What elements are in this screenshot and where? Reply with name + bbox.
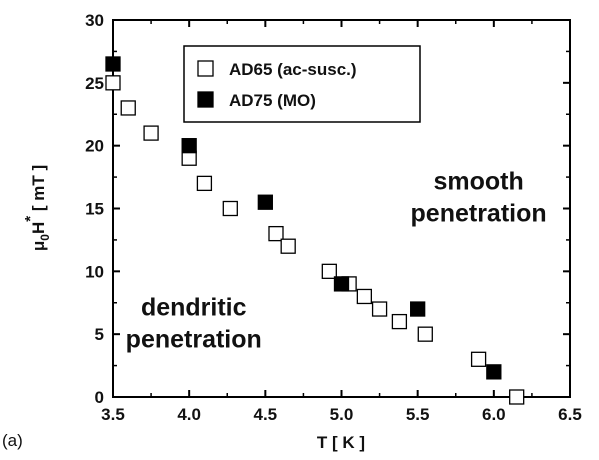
- x-axis-label: T [ K ]: [317, 433, 365, 452]
- data-point-ad65: [371, 301, 388, 317]
- x-tick-label: 5.5: [406, 405, 430, 424]
- x-tick-label: 6.5: [558, 405, 582, 424]
- y-label-mu: μ: [29, 241, 48, 251]
- data-point-ad65: [181, 150, 197, 166]
- annotation-text: penetration: [126, 325, 262, 353]
- x-tick-labels: 3.5 4.0 4.5 5.0 5.5 6.0 6.5: [101, 405, 582, 424]
- y-tick-labels: 0 5 10 15 20 25 30: [85, 11, 104, 407]
- x-tick-label: 4.5: [254, 405, 278, 424]
- legend-marker-filled-square: [197, 91, 214, 108]
- y-tick-label: 10: [85, 262, 104, 281]
- series-ad65: [105, 75, 525, 405]
- y-label-subscript: 0: [38, 234, 52, 241]
- data-point-ad65: [417, 326, 433, 342]
- data-point-ad65: [222, 200, 238, 217]
- data-point-ad75: [105, 56, 121, 72]
- data-point-ad65: [280, 238, 296, 254]
- y-tick-label: 25: [85, 74, 104, 93]
- y-tick-label: 20: [85, 137, 104, 156]
- data-point-ad65: [321, 263, 337, 279]
- legend-label-ad65: AD65 (ac-susc.): [229, 60, 357, 79]
- legend-label-ad75: AD75 (MO): [229, 91, 316, 110]
- legend-box: [183, 45, 421, 123]
- axis-ticks: [112, 19, 571, 398]
- x-tick-label: 6.0: [482, 405, 506, 424]
- legend-marker-open-square: [197, 60, 214, 77]
- data-point-ad65: [356, 288, 373, 305]
- y-axis-label: μ0H* [ mT ]: [22, 165, 52, 251]
- annotation-text: penetration: [411, 200, 547, 228]
- data-point-ad65: [105, 75, 121, 91]
- x-tick-label: 3.5: [101, 405, 125, 424]
- y-label-h: H: [29, 222, 48, 234]
- annotation-text: dendritic: [141, 293, 247, 321]
- data-point-ad65: [391, 313, 408, 330]
- legend: AD65 (ac-susc.) AD75 (MO): [183, 45, 421, 123]
- data-point-ad65: [120, 100, 136, 116]
- y-label-star: *: [22, 216, 39, 222]
- annotations: smooth penetration dendritic penetration: [126, 168, 547, 354]
- data-point-ad75: [181, 138, 197, 154]
- panel-label: (a): [2, 431, 23, 450]
- x-tick-label: 4.0: [177, 405, 201, 424]
- data-point-ad65: [196, 175, 213, 192]
- data-point-ad65: [470, 351, 487, 367]
- data-point-ad75: [486, 364, 502, 380]
- series-ad75: [105, 56, 502, 380]
- y-label-unit: [ mT ]: [29, 165, 48, 216]
- data-point-ad75: [333, 276, 350, 292]
- y-tick-label: 15: [85, 200, 104, 219]
- data-point-ad75: [257, 194, 273, 210]
- data-point-ad65: [143, 125, 159, 141]
- data-point-ad65: [509, 389, 525, 405]
- y-tick-label: 5: [95, 325, 104, 344]
- annotation-text: smooth: [433, 168, 523, 196]
- x-tick-label: 5.0: [330, 405, 354, 424]
- y-tick-label: 0: [95, 388, 104, 407]
- data-point-ad65: [268, 225, 284, 242]
- data-point-ad75: [410, 301, 426, 317]
- y-tick-label: 30: [85, 11, 104, 30]
